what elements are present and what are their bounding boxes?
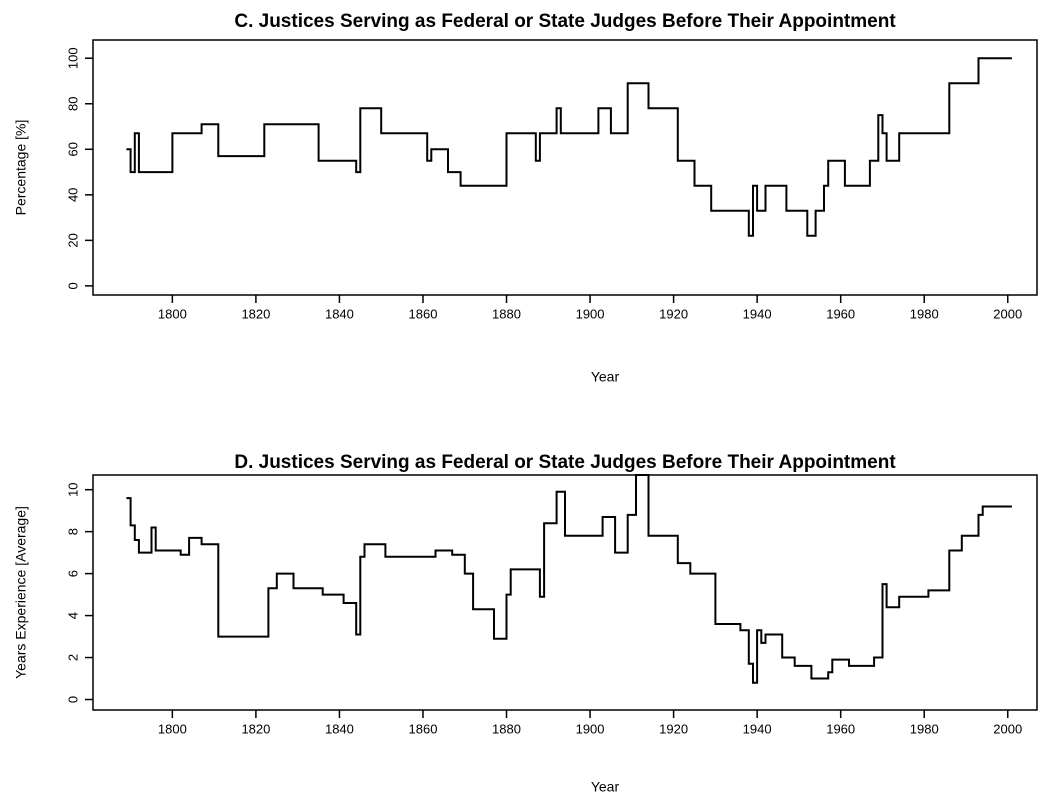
x-tick-label: 1860 — [409, 306, 438, 321]
x-tick-label: 2000 — [993, 306, 1022, 321]
x-tick-label: 1920 — [659, 721, 688, 736]
y-tick-label: 100 — [65, 47, 80, 69]
x-tick-label: 1880 — [492, 721, 521, 736]
y-tick-label: 10 — [65, 482, 80, 496]
y-tick-label: 8 — [65, 528, 80, 535]
y-tick-label: 60 — [65, 142, 80, 156]
x-tick-label: 1980 — [910, 306, 939, 321]
x-tick-label: 1920 — [659, 306, 688, 321]
y-tick-label: 80 — [65, 97, 80, 111]
x-tick-label: 1820 — [241, 721, 270, 736]
y-tick-label: 40 — [65, 188, 80, 202]
x-tick-label: 1840 — [325, 306, 354, 321]
x-tick-label: 1940 — [743, 721, 772, 736]
y-tick-label: 20 — [65, 233, 80, 247]
x-tick-label: 1820 — [241, 306, 270, 321]
x-tick-label: 2000 — [993, 721, 1022, 736]
x-tick-label: 1980 — [910, 721, 939, 736]
y-axis-label: Years Experience [Average] — [13, 506, 29, 679]
x-axis-label: Year — [591, 369, 620, 385]
y-tick-label: 0 — [65, 282, 80, 289]
chart-title: D. Justices Serving as Federal or State … — [234, 452, 896, 473]
x-tick-label: 1900 — [576, 721, 605, 736]
x-axis-label: Year — [591, 779, 620, 795]
y-axis-label: Percentage [%] — [13, 120, 29, 216]
chart-title: C. Justices Serving as Federal or State … — [234, 11, 896, 32]
x-tick-label: 1940 — [743, 306, 772, 321]
x-tick-label: 1880 — [492, 306, 521, 321]
x-tick-label: 1960 — [826, 721, 855, 736]
x-tick-label: 1960 — [826, 306, 855, 321]
data-line — [126, 474, 1012, 684]
x-tick-label: 1840 — [325, 721, 354, 736]
x-tick-label: 1860 — [409, 721, 438, 736]
plot-box — [92, 39, 1038, 296]
y-tick-label: 4 — [65, 612, 80, 619]
y-tick-label: 6 — [65, 570, 80, 577]
y-tick-label: 2 — [65, 654, 80, 661]
data-line — [126, 57, 1012, 237]
x-tick-label: 1800 — [158, 306, 187, 321]
plot-box — [92, 474, 1038, 711]
x-tick-label: 1900 — [576, 306, 605, 321]
y-tick-label: 0 — [65, 696, 80, 703]
x-tick-label: 1800 — [158, 721, 187, 736]
